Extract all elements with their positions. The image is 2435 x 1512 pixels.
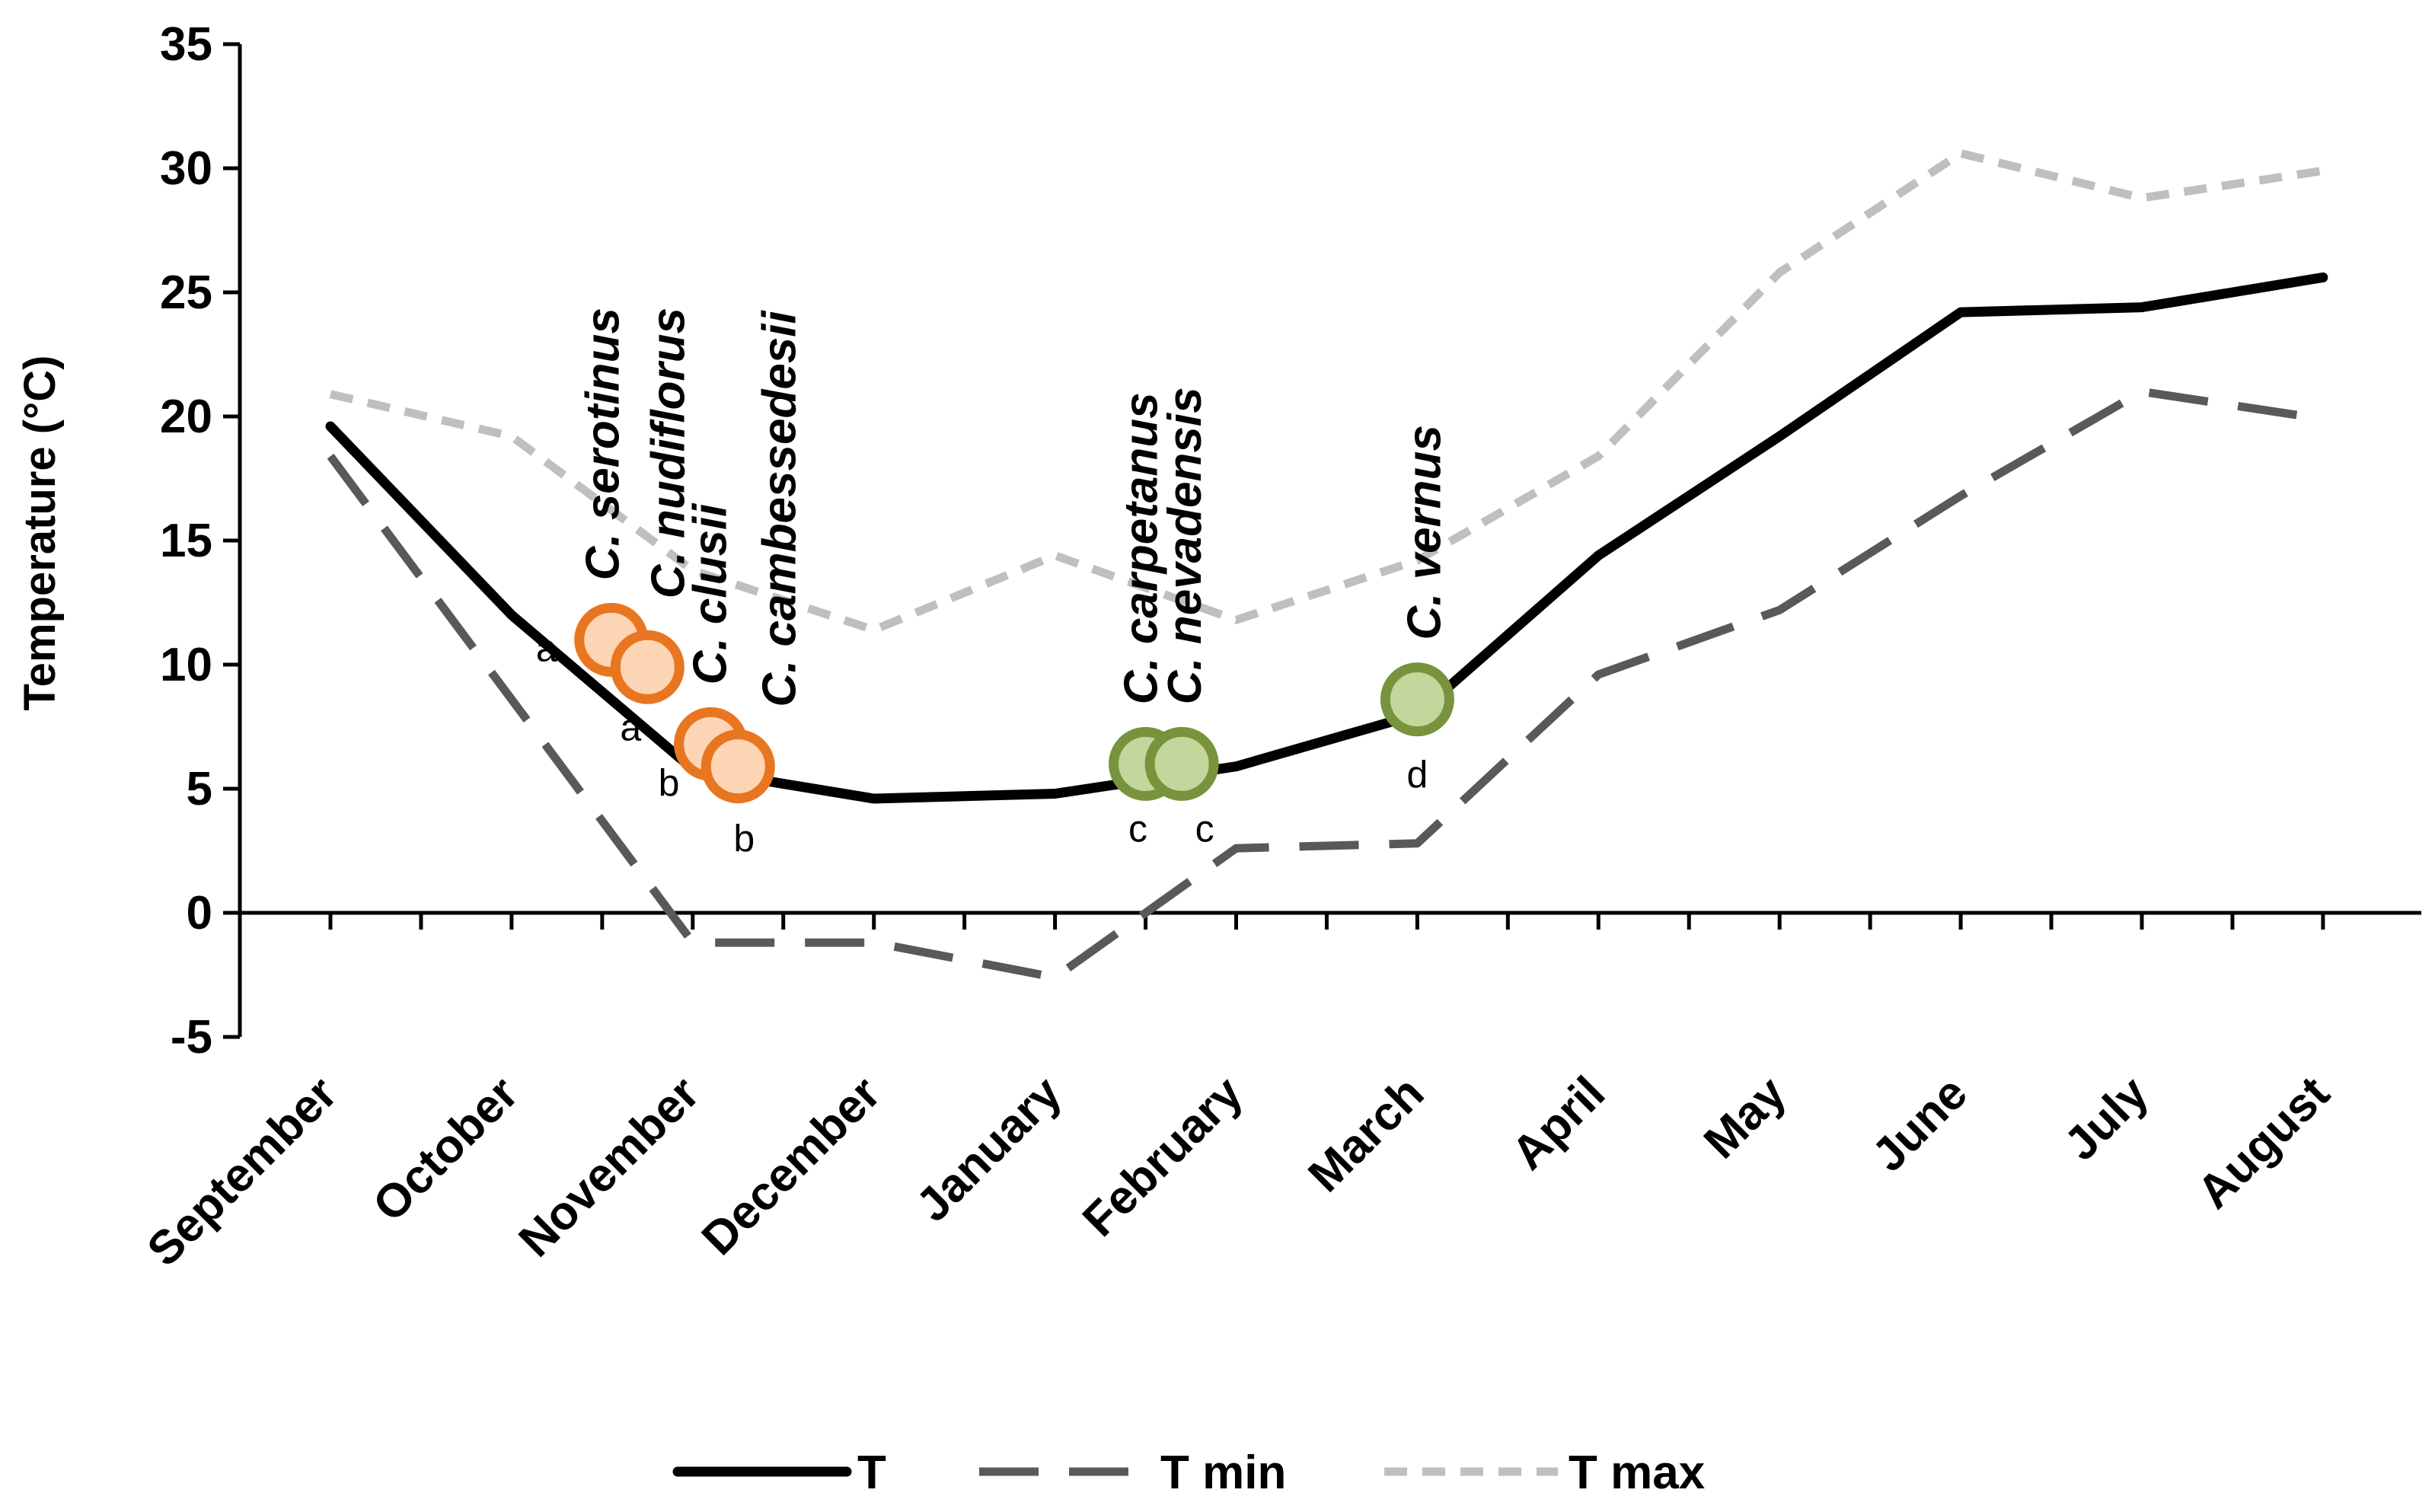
legend-label-t: T xyxy=(857,1447,886,1499)
y-tick-label-30: 30 xyxy=(160,142,212,195)
x-tick-label-february: February xyxy=(1073,1067,1253,1247)
y-tick-label-35: 35 xyxy=(160,18,212,71)
y-tick-label-15: 15 xyxy=(160,515,212,567)
series-line-t xyxy=(325,272,2328,804)
x-tick-label-december: December xyxy=(692,1067,891,1265)
species-label-c-vernus: C. vernus xyxy=(1398,425,1450,640)
legend: T T min T max xyxy=(672,1447,1706,1499)
species-label-c-clusii: C. clusii xyxy=(685,502,737,685)
x-tick-label-march: March xyxy=(1298,1067,1434,1202)
group-letter-c-nevadensis: c xyxy=(1195,807,1214,850)
series-lines xyxy=(325,148,2328,982)
x-tick-label-july: July xyxy=(2054,1067,2159,1171)
series-line-t-min xyxy=(327,387,2324,982)
legend-label-t-max: T max xyxy=(1569,1447,1706,1499)
y-axis-title: Temperature (°C) xyxy=(15,356,65,711)
flowering-point-c-nevadensis xyxy=(1144,726,1219,801)
x-tick-label-may: May xyxy=(1694,1067,1796,1169)
x-tick-label-november: November xyxy=(509,1067,710,1267)
species-label-c-serotinus: C. serotinus xyxy=(577,308,630,580)
y-tick-label-25: 25 xyxy=(160,266,212,319)
y-tick-label-5: -5 xyxy=(171,1011,212,1064)
group-letter-c-clusii: b xyxy=(659,761,680,804)
y-tick-label-0: 0 xyxy=(187,887,212,939)
x-tick-label-september: September xyxy=(138,1067,347,1276)
species-label-c-carpetanus: C. carpetanus xyxy=(1115,392,1168,704)
species-label-c-nevadensis: C. nevadensis xyxy=(1159,387,1211,704)
y-tick-label-5: 5 xyxy=(187,763,212,815)
group-letter-c-serotinus: a xyxy=(536,627,557,669)
flowering-point-c-cambessedesii xyxy=(701,729,775,804)
flowering-point-c-vernus xyxy=(1380,662,1454,737)
flowering-points: C. serotinus a C. nudiflorus a C. clusii b C. … xyxy=(536,308,1454,860)
species-label-c-nudiflorus: C. nudiflorus xyxy=(642,308,694,598)
species-label-c-cambessedesii: C. cambessedesii xyxy=(753,309,806,707)
x-tick-label-june: June xyxy=(1862,1067,1977,1182)
group-letter-c-cambessedesii: b xyxy=(733,818,755,860)
group-letter-c-vernus: d xyxy=(1406,754,1428,796)
y-tick-label-20: 20 xyxy=(160,391,212,443)
group-letter-c-carpetanus: c xyxy=(1128,807,1147,850)
x-tick-label-august: August xyxy=(2188,1067,2340,1219)
axes: -5 0 5 10 15 20 25 30 35 September OctoberNovember… xyxy=(138,18,2421,1276)
x-tick-label-october: October xyxy=(363,1067,528,1232)
series-line-t-max xyxy=(329,148,2324,634)
flowering-point-c-nudiflorus xyxy=(610,630,685,704)
group-letter-c-nudiflorus: a xyxy=(620,706,641,748)
x-tick-label-january: January xyxy=(907,1067,1072,1232)
legend-label-t-min: T min xyxy=(1160,1447,1286,1499)
x-tick-label-april: April xyxy=(1502,1067,1616,1180)
y-tick-label-10: 10 xyxy=(160,639,212,691)
